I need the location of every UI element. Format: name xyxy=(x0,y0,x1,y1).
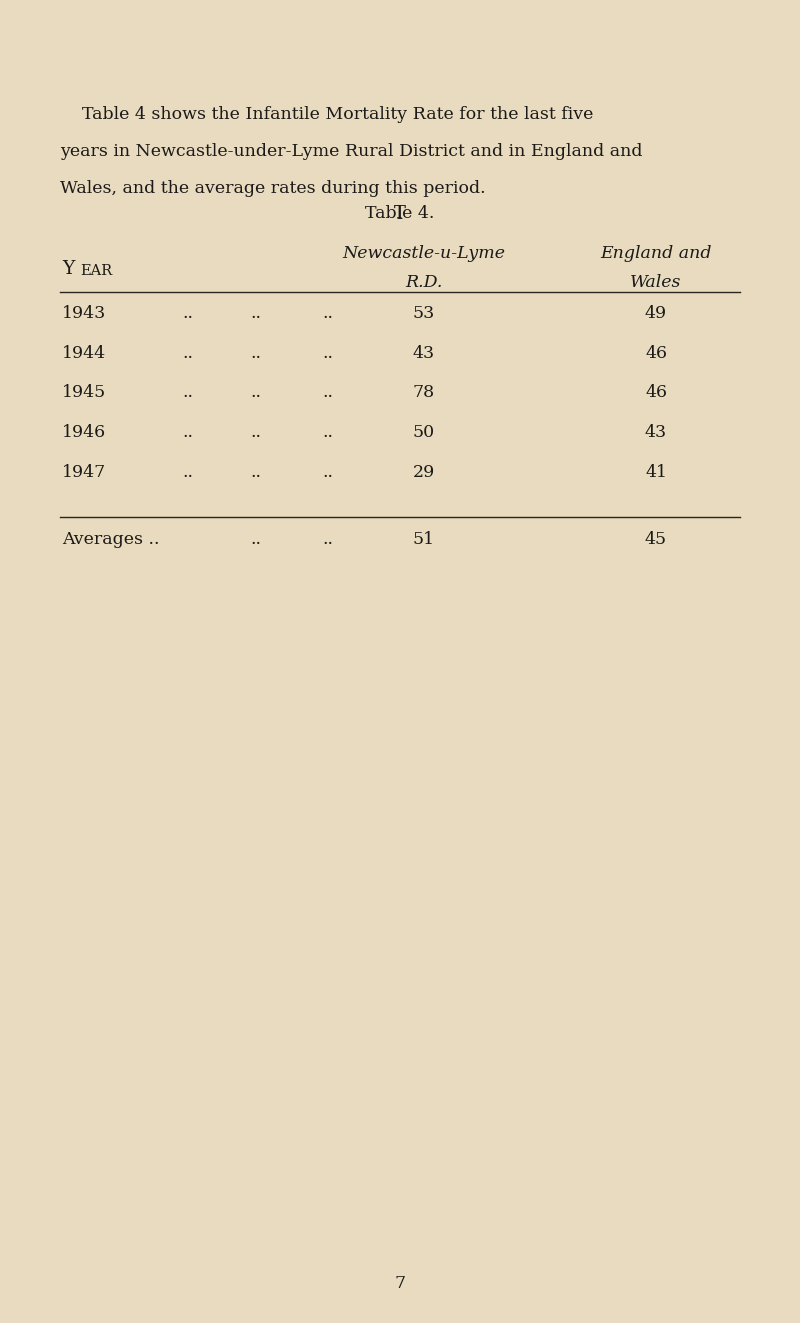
Text: 43: 43 xyxy=(645,425,667,441)
Text: T: T xyxy=(394,205,406,224)
Text: 7: 7 xyxy=(394,1275,406,1291)
Text: 43: 43 xyxy=(413,345,435,361)
Text: EAR: EAR xyxy=(80,265,112,278)
Text: ..: .. xyxy=(322,345,334,361)
Text: ..: .. xyxy=(322,464,334,480)
Text: England and: England and xyxy=(600,245,712,262)
Text: Table 4.: Table 4. xyxy=(366,205,434,222)
Text: Table 4 shows the Infantile Mortality Rate for the last five: Table 4 shows the Infantile Mortality Ra… xyxy=(60,106,594,123)
Text: 50: 50 xyxy=(413,425,435,441)
Text: 53: 53 xyxy=(413,306,435,321)
Text: 45: 45 xyxy=(645,532,667,548)
Text: ..: .. xyxy=(250,532,262,548)
Text: Y: Y xyxy=(62,259,74,278)
Text: ..: .. xyxy=(182,385,194,401)
Text: 1946: 1946 xyxy=(62,425,106,441)
Text: ..: .. xyxy=(250,464,262,480)
Text: 29: 29 xyxy=(413,464,435,480)
Text: Averages ..: Averages .. xyxy=(62,532,160,548)
Text: ..: .. xyxy=(182,464,194,480)
Text: Newcastle-u-Lyme: Newcastle-u-Lyme xyxy=(342,245,506,262)
Text: Wales, and the average rates during this period.: Wales, and the average rates during this… xyxy=(60,180,486,197)
Text: 78: 78 xyxy=(413,385,435,401)
Text: ..: .. xyxy=(322,532,334,548)
Text: 49: 49 xyxy=(645,306,667,321)
Text: ..: .. xyxy=(322,385,334,401)
Text: ..: .. xyxy=(182,425,194,441)
Text: ..: .. xyxy=(182,345,194,361)
Text: ..: .. xyxy=(250,345,262,361)
Text: R.D.: R.D. xyxy=(406,274,442,291)
Text: 41: 41 xyxy=(645,464,667,480)
Text: ..: .. xyxy=(322,306,334,321)
Text: 1944: 1944 xyxy=(62,345,106,361)
Text: 1943: 1943 xyxy=(62,306,106,321)
Text: 1947: 1947 xyxy=(62,464,106,480)
Text: ..: .. xyxy=(182,306,194,321)
Text: ..: .. xyxy=(250,306,262,321)
Text: ..: .. xyxy=(250,425,262,441)
Text: ..: .. xyxy=(322,425,334,441)
Text: 46: 46 xyxy=(645,385,667,401)
Text: years in Newcastle-under-Lyme Rural District and in England and: years in Newcastle-under-Lyme Rural Dist… xyxy=(60,143,642,160)
Text: Wales: Wales xyxy=(630,274,682,291)
Text: 51: 51 xyxy=(413,532,435,548)
Text: 46: 46 xyxy=(645,345,667,361)
Text: ..: .. xyxy=(250,385,262,401)
Text: 1945: 1945 xyxy=(62,385,106,401)
